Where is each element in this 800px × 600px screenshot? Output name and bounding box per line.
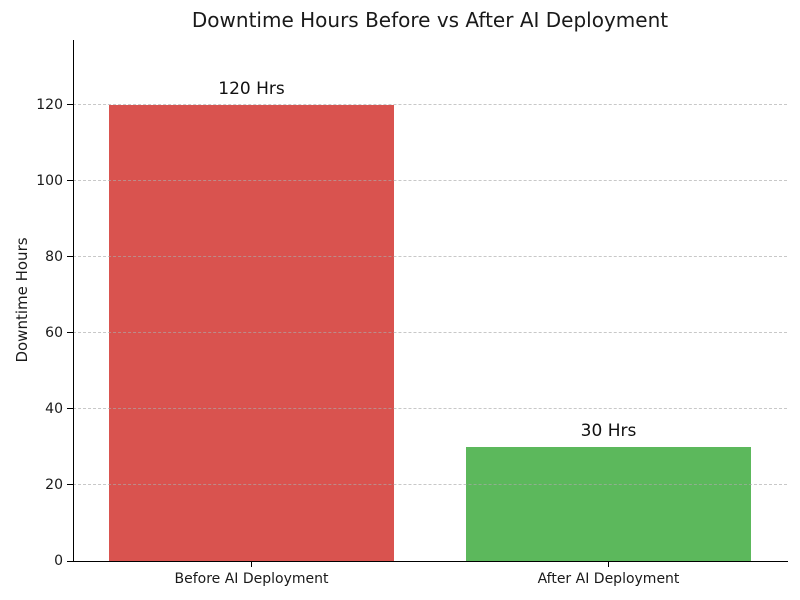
y-tick-mark bbox=[67, 484, 73, 486]
chart-title: Downtime Hours Before vs After AI Deploy… bbox=[191, 8, 669, 32]
y-tick-label: 100 bbox=[36, 172, 63, 189]
x-tick-label: Before AI Deployment bbox=[174, 571, 329, 587]
bar-value-label: 120 Hrs bbox=[218, 78, 285, 99]
x-tick-mark bbox=[608, 561, 609, 567]
y-tick-label: 80 bbox=[45, 248, 63, 265]
y-tick-mark bbox=[67, 104, 73, 106]
x-tick-label: After AI Deployment bbox=[537, 571, 680, 587]
y-tick-label: 40 bbox=[45, 400, 63, 417]
x-tick-mark bbox=[251, 561, 252, 567]
y-tick-label: 60 bbox=[45, 324, 63, 341]
bar-value-label: 30 Hrs bbox=[580, 420, 637, 441]
y-tick-label: 120 bbox=[36, 96, 63, 113]
bar-1 bbox=[108, 104, 395, 561]
y-tick-mark bbox=[67, 560, 73, 562]
y-tick-mark bbox=[67, 408, 73, 410]
y-tick-mark bbox=[67, 332, 73, 334]
y-tick-label: 0 bbox=[54, 553, 63, 569]
bar-2 bbox=[465, 446, 752, 561]
y-tick-mark bbox=[67, 256, 73, 258]
y-tick-mark bbox=[67, 180, 73, 182]
y-tick-label: 20 bbox=[45, 476, 63, 493]
